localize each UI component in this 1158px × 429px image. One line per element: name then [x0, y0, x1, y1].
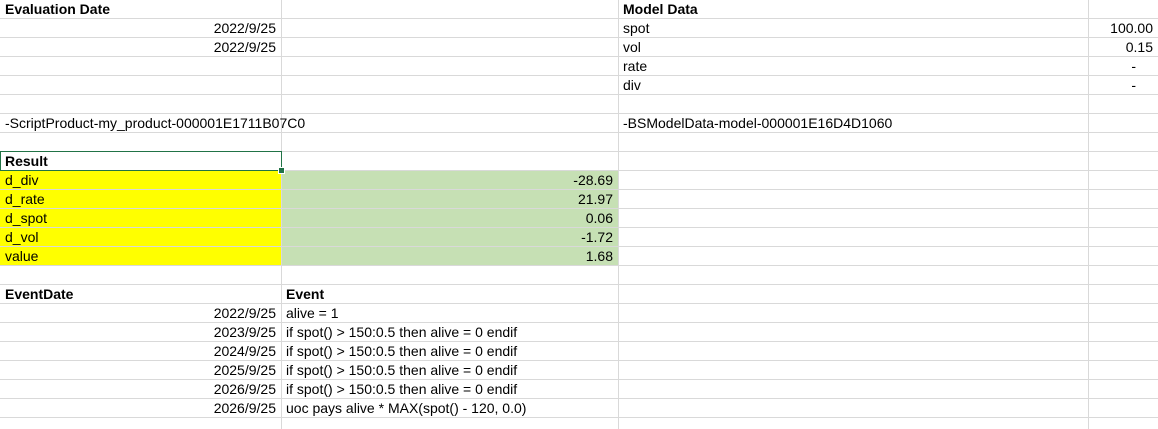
column-border [618, 0, 619, 429]
row-border [0, 227, 1158, 228]
row-border [0, 379, 1158, 380]
event-cell[interactable]: if spot() > 150:0.5 then alive = 0 endif [286, 324, 518, 340]
event-cell[interactable]: uoc pays alive * MAX(spot() - 120, 0.0) [286, 400, 527, 416]
model-param-name[interactable]: div [623, 77, 641, 93]
row-border [0, 265, 1158, 266]
row-border [0, 113, 1158, 114]
model-param-name[interactable]: vol [623, 39, 641, 55]
evaluation-date-cell[interactable]: 2022/9/25 [213, 39, 276, 55]
event-date-cell[interactable]: 2026/9/25 [213, 400, 276, 416]
result-value[interactable]: 0.06 [585, 210, 613, 226]
result-value[interactable]: -28.69 [573, 172, 613, 188]
column-border [281, 0, 282, 429]
row-border [0, 37, 1158, 38]
model-handle-cell[interactable]: -BSModelData-model-000001E16D4D1060 [623, 115, 893, 131]
result-value[interactable]: -1.72 [581, 229, 613, 245]
column-border [1088, 0, 1089, 429]
row-border [0, 417, 1158, 418]
row-border [0, 303, 1158, 304]
event-date-header[interactable]: EventDate [5, 286, 74, 302]
model-param-name[interactable]: spot [623, 20, 650, 36]
row-border [0, 189, 1158, 190]
result-label[interactable]: d_vol [5, 229, 39, 245]
model-param-name[interactable]: rate [623, 58, 648, 74]
event-cell[interactable]: if spot() > 150:0.5 then alive = 0 endif [286, 381, 518, 397]
fill-handle[interactable] [278, 167, 285, 174]
model-param-value[interactable]: - [1131, 58, 1136, 74]
row-border [0, 94, 1158, 95]
row-border [0, 341, 1158, 342]
row-border [0, 132, 1158, 133]
row-border [0, 398, 1158, 399]
model-param-value[interactable]: - [1131, 77, 1136, 93]
event-date-cell[interactable]: 2024/9/25 [213, 343, 276, 359]
event-date-cell[interactable]: 2023/9/25 [213, 324, 276, 340]
row-border [0, 75, 1158, 76]
event-cell[interactable]: if spot() > 150:0.5 then alive = 0 endif [286, 343, 518, 359]
row-border [0, 246, 1158, 247]
event-date-cell[interactable]: 2026/9/25 [213, 381, 276, 397]
evaluation-date-cell[interactable]: 2022/9/25 [213, 20, 276, 36]
result-value-fill [281, 171, 618, 266]
row-border [0, 56, 1158, 57]
event-cell[interactable]: alive = 1 [286, 305, 339, 321]
result-label[interactable]: d_div [5, 172, 39, 188]
event-date-cell[interactable]: 2025/9/25 [213, 362, 276, 378]
result-value[interactable]: 1.68 [585, 248, 613, 264]
result-label[interactable]: value [5, 248, 39, 264]
result-label-fill [0, 171, 281, 266]
row-border [0, 151, 1158, 152]
result-header[interactable]: Result [5, 153, 48, 169]
model-param-value[interactable]: 100.00 [1110, 20, 1153, 36]
model-data-header[interactable]: Model Data [623, 1, 698, 17]
row-border [0, 170, 1158, 171]
event-header[interactable]: Event [286, 286, 325, 302]
row-border [0, 208, 1158, 209]
result-value[interactable]: 21.97 [577, 191, 613, 207]
row-border [0, 360, 1158, 361]
model-param-value[interactable]: 0.15 [1125, 39, 1153, 55]
event-cell[interactable]: if spot() > 150:0.5 then alive = 0 endif [286, 362, 518, 378]
evaluation-date-header[interactable]: Evaluation Date [5, 1, 111, 17]
event-date-cell[interactable]: 2022/9/25 [213, 305, 276, 321]
product-handle-cell[interactable]: -ScriptProduct-my_product-000001E1711B07… [5, 115, 306, 131]
result-label[interactable]: d_rate [5, 191, 45, 207]
row-border [0, 284, 1158, 285]
row-border [0, 322, 1158, 323]
result-label[interactable]: d_spot [5, 210, 48, 226]
row-border [0, 18, 1158, 19]
